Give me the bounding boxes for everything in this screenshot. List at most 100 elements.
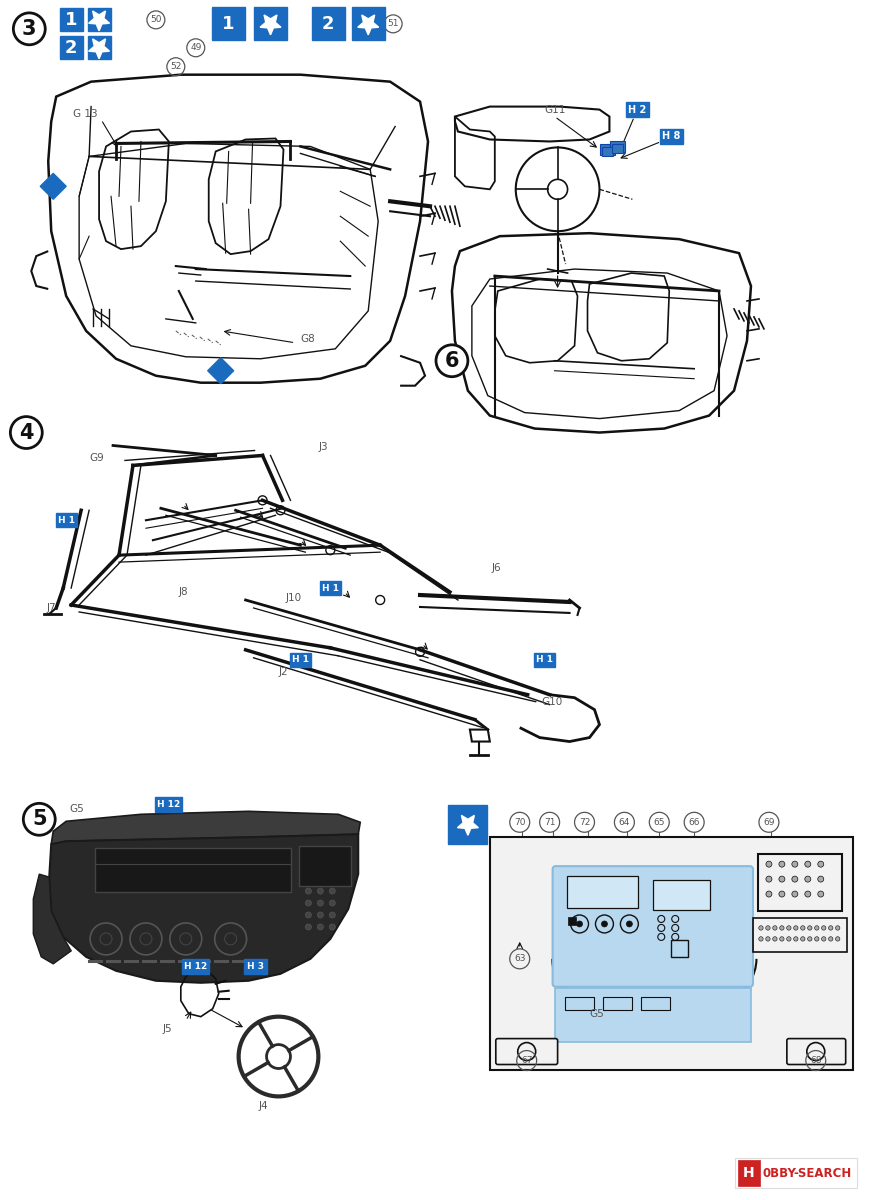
Circle shape (805, 862, 811, 868)
Circle shape (329, 924, 335, 930)
Circle shape (436, 344, 468, 377)
Text: J10: J10 (286, 593, 302, 604)
FancyBboxPatch shape (534, 653, 555, 667)
FancyBboxPatch shape (626, 102, 649, 118)
Text: 52: 52 (170, 62, 182, 71)
FancyBboxPatch shape (88, 8, 110, 31)
Circle shape (779, 862, 785, 868)
FancyBboxPatch shape (554, 988, 751, 1042)
Circle shape (766, 876, 772, 882)
Circle shape (786, 925, 791, 930)
Text: H 12: H 12 (184, 962, 208, 971)
FancyBboxPatch shape (156, 797, 182, 812)
Circle shape (807, 925, 812, 930)
Text: J8: J8 (179, 587, 189, 598)
FancyBboxPatch shape (352, 7, 385, 41)
Circle shape (317, 888, 323, 894)
Circle shape (818, 892, 824, 898)
Circle shape (773, 925, 777, 930)
FancyBboxPatch shape (490, 838, 852, 1070)
Text: 63: 63 (514, 954, 526, 964)
Text: 65: 65 (653, 817, 665, 827)
Text: 51: 51 (388, 19, 399, 29)
FancyBboxPatch shape (60, 36, 83, 59)
Text: 2: 2 (65, 38, 77, 56)
Text: 66: 66 (688, 817, 700, 827)
Circle shape (793, 925, 798, 930)
FancyBboxPatch shape (786, 1038, 846, 1064)
Text: G5: G5 (589, 1009, 604, 1019)
Text: 49: 49 (190, 43, 202, 53)
Circle shape (821, 937, 826, 941)
FancyBboxPatch shape (320, 581, 341, 595)
Text: J4: J4 (259, 1102, 269, 1111)
Polygon shape (50, 834, 358, 983)
Text: G5: G5 (70, 804, 84, 815)
Text: J7: J7 (46, 602, 56, 613)
Text: H 1: H 1 (322, 583, 339, 593)
Circle shape (786, 937, 791, 941)
Circle shape (766, 937, 770, 941)
Text: J3: J3 (318, 443, 328, 452)
FancyBboxPatch shape (735, 1158, 857, 1188)
Circle shape (779, 876, 785, 882)
Polygon shape (260, 14, 281, 35)
Circle shape (814, 925, 819, 930)
Circle shape (627, 920, 633, 926)
Text: H 1: H 1 (292, 655, 309, 665)
Circle shape (818, 876, 824, 882)
Text: 71: 71 (544, 817, 555, 827)
Circle shape (329, 888, 335, 894)
Circle shape (305, 900, 311, 906)
Text: J6: J6 (492, 563, 501, 574)
FancyBboxPatch shape (600, 144, 615, 155)
Text: 1: 1 (65, 11, 77, 29)
Circle shape (317, 912, 323, 918)
Circle shape (792, 862, 798, 868)
Polygon shape (358, 14, 379, 35)
Circle shape (766, 862, 772, 868)
Circle shape (23, 803, 56, 835)
Text: 4: 4 (19, 422, 34, 443)
Text: H 3: H 3 (247, 962, 264, 971)
Circle shape (305, 924, 311, 930)
FancyBboxPatch shape (660, 130, 683, 144)
FancyBboxPatch shape (738, 1160, 760, 1186)
FancyBboxPatch shape (60, 8, 83, 31)
Circle shape (779, 925, 784, 930)
Circle shape (792, 876, 798, 882)
FancyBboxPatch shape (448, 805, 488, 844)
Circle shape (818, 862, 824, 868)
Circle shape (759, 937, 763, 941)
Text: H 8: H 8 (662, 132, 680, 142)
Text: 68: 68 (810, 1056, 821, 1066)
FancyBboxPatch shape (553, 866, 753, 986)
Text: 6: 6 (445, 350, 459, 371)
Text: J2: J2 (278, 667, 289, 677)
FancyBboxPatch shape (212, 7, 245, 41)
Circle shape (317, 900, 323, 906)
Text: 64: 64 (619, 817, 630, 827)
Circle shape (828, 937, 833, 941)
Circle shape (807, 937, 812, 941)
Text: 2: 2 (322, 14, 335, 32)
FancyBboxPatch shape (95, 848, 291, 892)
Text: G11: G11 (545, 104, 566, 114)
Circle shape (800, 925, 805, 930)
Polygon shape (33, 874, 71, 964)
Text: 72: 72 (579, 817, 590, 827)
Circle shape (805, 892, 811, 898)
Polygon shape (51, 811, 361, 845)
Circle shape (805, 876, 811, 882)
Circle shape (766, 892, 772, 898)
Text: 70: 70 (514, 817, 526, 827)
Circle shape (779, 937, 784, 941)
Polygon shape (208, 358, 234, 384)
Text: 69: 69 (763, 817, 774, 827)
Text: G10: G10 (541, 697, 563, 707)
Text: G 13: G 13 (73, 108, 98, 119)
Circle shape (821, 925, 826, 930)
FancyBboxPatch shape (496, 1038, 558, 1064)
Text: H: H (743, 1166, 755, 1180)
Circle shape (800, 937, 805, 941)
